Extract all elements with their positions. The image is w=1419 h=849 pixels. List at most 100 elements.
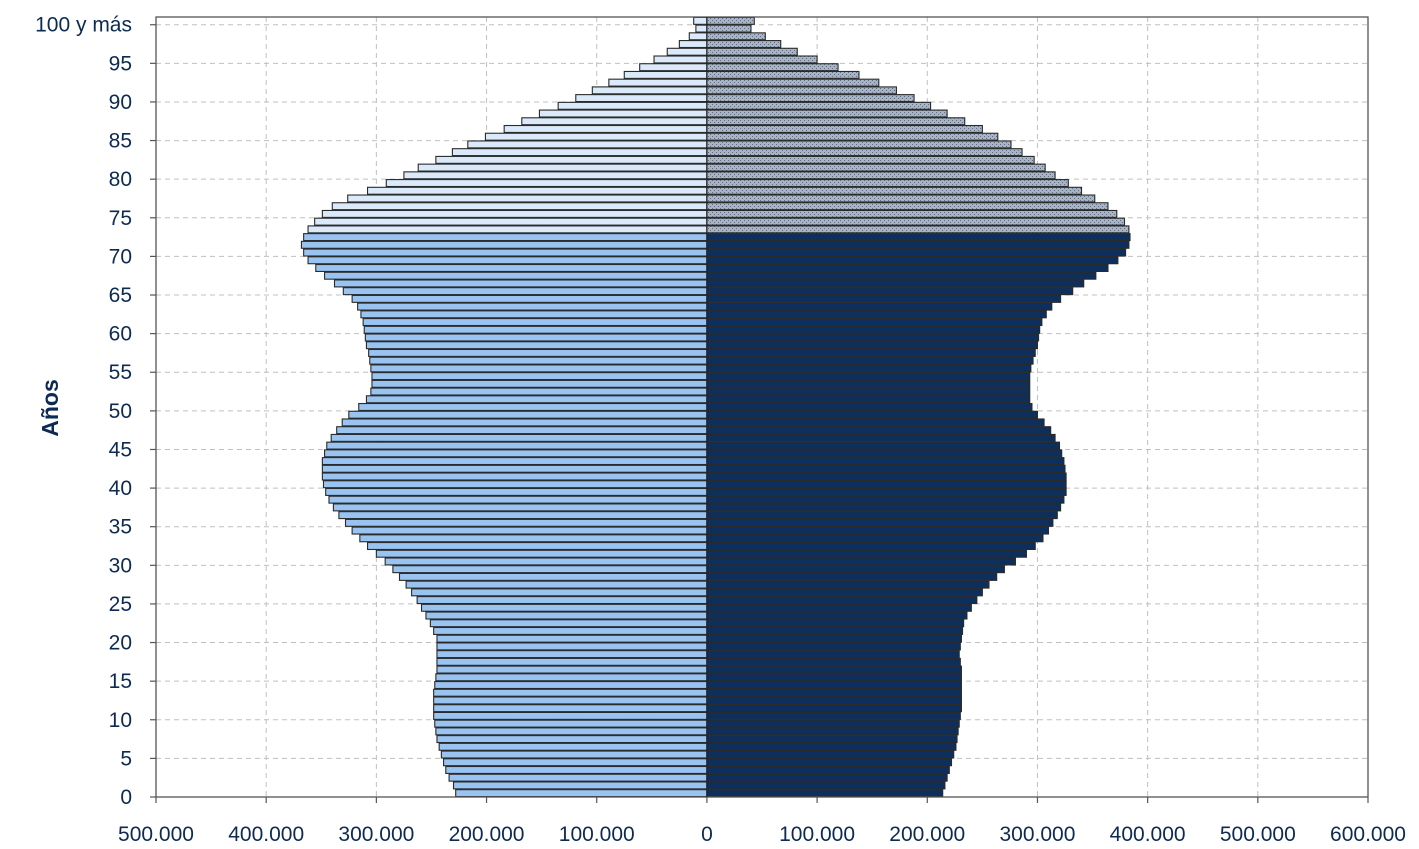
bar-left-age-19: [436, 642, 708, 651]
y-tick-label: 75: [109, 207, 132, 230]
right-bars: [706, 16, 1131, 798]
bar-right-age-46: [706, 433, 1056, 442]
x-tick-label: 400.000: [228, 823, 304, 846]
bar-left-age-56: [369, 356, 708, 365]
bar-left-age-3: [445, 765, 708, 774]
bar-right-age-17: [706, 657, 961, 666]
bar-right-age-41: [706, 472, 1067, 481]
bar-left-age-94: [639, 63, 708, 72]
x-tick-label: 500.000: [1220, 823, 1296, 846]
bar-left-age-55: [370, 364, 708, 373]
y-tick-label: 40: [109, 477, 132, 500]
bar-left-age-6: [438, 742, 708, 751]
bar-left-age-40: [322, 480, 708, 489]
bar-left-age-99: [695, 24, 708, 33]
y-tick-label: 10: [109, 709, 132, 732]
bar-right-age-70: [706, 248, 1127, 257]
bar-right-age-40: [706, 480, 1067, 489]
x-tick-label: 0: [701, 823, 713, 846]
bar-right-age-89: [706, 101, 932, 110]
bar-left-age-80: [403, 171, 708, 180]
bar-right-age-80: [706, 171, 1056, 180]
x-tick-label: 300.000: [999, 823, 1075, 846]
bar-right-age-90: [706, 94, 915, 103]
bar-right-age-60: [706, 325, 1041, 334]
bar-left-age-5: [440, 750, 708, 759]
bar-right-age-10: [706, 711, 961, 720]
bar-right-age-97: [706, 40, 782, 49]
bar-left-age-84: [467, 140, 708, 149]
bar-left-age-60: [363, 325, 708, 334]
bar-right-age-42: [706, 464, 1066, 473]
bar-left-age-23: [425, 611, 708, 620]
bar-left-age-7: [436, 735, 708, 744]
y-tick-label: 70: [109, 245, 132, 268]
y-tick-label: 65: [109, 284, 132, 307]
bar-left-age-30: [384, 557, 708, 566]
bar-left-age-64: [351, 294, 708, 303]
bar-right-age-31: [706, 549, 1027, 558]
x-tick-label: 100.000: [559, 823, 635, 846]
bar-right-age-95: [706, 55, 818, 64]
bar-right-age-18: [706, 650, 960, 659]
bar-left-age-45: [326, 441, 708, 450]
bar-right-age-83: [706, 148, 1023, 157]
bar-left-age-8: [435, 727, 708, 736]
bar-left-age-86: [503, 124, 708, 133]
bar-right-age-87: [706, 117, 966, 126]
y-tick-label: 100 y más: [35, 14, 132, 37]
x-tick-label: 600.000: [1330, 823, 1406, 846]
bar-right-age-69: [706, 256, 1119, 265]
bar-left-age-69: [307, 256, 708, 265]
bar-right-age-77: [706, 194, 1096, 203]
bar-left-age-18: [436, 650, 708, 659]
bar-right-age-2: [706, 773, 948, 782]
bar-left-age-21: [433, 626, 708, 635]
bar-left-age-67: [324, 271, 708, 280]
bar-right-age-45: [706, 441, 1061, 450]
bar-right-age-22: [706, 619, 965, 628]
bar-right-age-50: [706, 402, 1033, 412]
bar-right-age-73: [706, 225, 1130, 234]
y-tick-label: 5: [120, 747, 132, 770]
bar-right-age-7: [706, 735, 958, 744]
bar-right-age-27: [706, 580, 990, 589]
bar-left-age-10: [433, 711, 708, 720]
bar-right-age-47: [706, 426, 1052, 435]
bar-right-age-99: [706, 24, 752, 33]
x-tick-label: 200.000: [449, 823, 525, 846]
y-axis-ticks: 0 5 10 15 20 25 30 35 40 45 50 55 60 65 70 75 80 85 90 95 10…: [35, 14, 156, 809]
bar-left-age-34: [351, 526, 708, 535]
bar-left-age-59: [364, 333, 708, 342]
bar-left-age-4: [443, 758, 708, 767]
bar-right-age-66: [706, 279, 1085, 288]
bar-right-age-61: [706, 318, 1043, 327]
bar-right-age-21: [706, 626, 964, 635]
bar-left-age-35: [344, 518, 708, 527]
bar-right-age-49: [706, 410, 1039, 419]
y-tick-label: 0: [120, 786, 132, 809]
bar-left-age-53: [371, 379, 708, 388]
bar-left-age-39: [325, 487, 708, 496]
bar-left-age-100: [693, 16, 708, 25]
bar-right-age-3: [706, 765, 950, 774]
x-tick-label: 200.000: [889, 823, 965, 846]
bar-left-age-82: [435, 155, 708, 164]
bar-left-age-91: [591, 86, 708, 95]
y-tick-label: 90: [109, 91, 132, 114]
y-tick-label: 25: [109, 593, 132, 616]
bar-right-age-93: [706, 70, 860, 79]
bar-left-age-52: [370, 387, 708, 396]
bar-left-age-44: [324, 449, 708, 458]
y-tick-label: 35: [109, 516, 132, 539]
bar-right-age-26: [706, 588, 983, 597]
bar-left-age-49: [348, 410, 708, 419]
bar-right-age-52: [706, 387, 1031, 396]
bar-left-age-13: [433, 688, 708, 697]
bar-right-age-15: [706, 673, 962, 682]
bar-right-age-4: [706, 758, 953, 767]
bar-left-age-41: [321, 472, 708, 481]
bar-left-age-17: [436, 657, 708, 666]
bar-left-age-66: [333, 279, 708, 288]
y-tick-label: 50: [109, 400, 132, 423]
